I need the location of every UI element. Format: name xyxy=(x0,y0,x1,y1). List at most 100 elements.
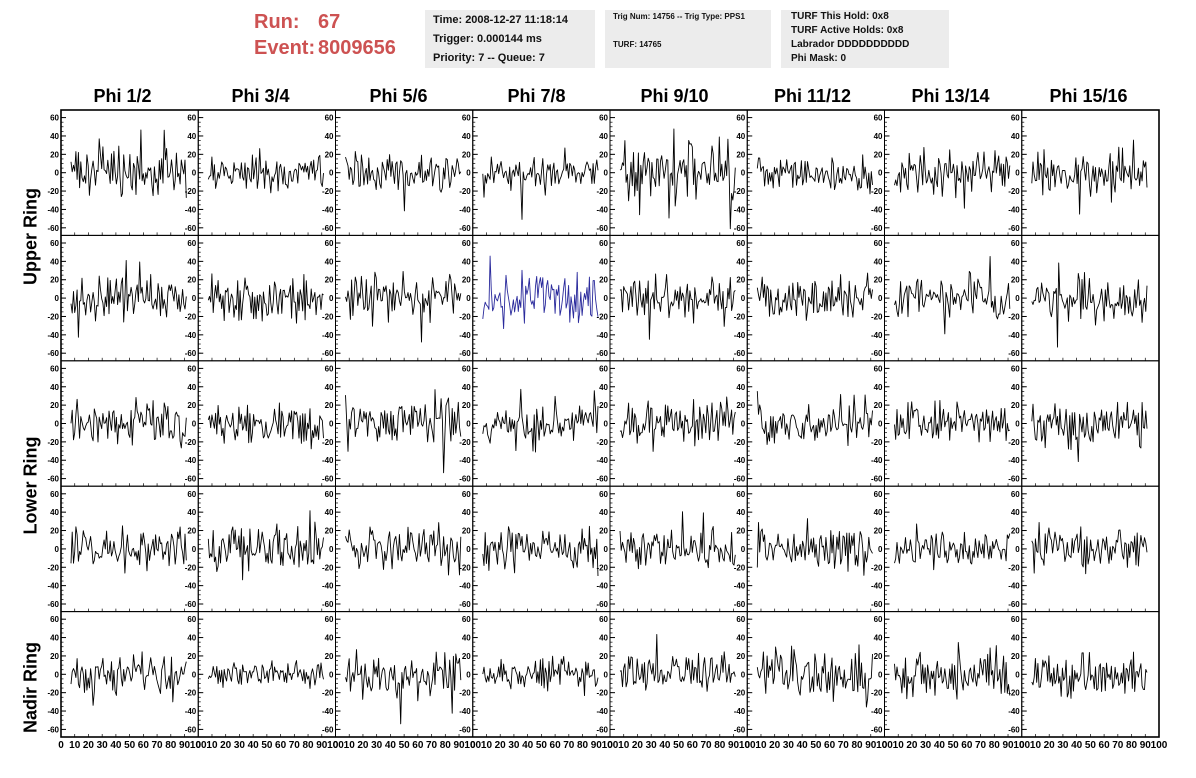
y-tick-label: 0 xyxy=(878,545,883,554)
waveform xyxy=(894,256,1011,335)
y-tick-label: -40 xyxy=(1008,707,1020,716)
y-tick-label: 0 xyxy=(329,670,334,679)
y-tick-label: 40 xyxy=(1011,508,1020,517)
waveform xyxy=(619,273,736,340)
x-tick-label: 0 xyxy=(1019,740,1025,751)
x-tick-label: 50 xyxy=(399,740,411,751)
y-tick-label: 0 xyxy=(1015,294,1020,303)
y-tick-label: 40 xyxy=(599,257,608,266)
y-tick-label: 20 xyxy=(325,150,334,159)
y-tick-label: -20 xyxy=(734,187,746,196)
y-tick-label: 0 xyxy=(741,420,746,429)
waveform xyxy=(619,511,736,570)
x-tick-label: 50 xyxy=(261,740,273,751)
y-tick-label: 20 xyxy=(50,401,59,410)
y-tick-label: 40 xyxy=(874,132,883,141)
y-tick-label: 0 xyxy=(329,294,334,303)
waveform xyxy=(207,148,324,194)
y-tick-label: 40 xyxy=(1011,634,1020,643)
y-tick-label: 60 xyxy=(736,490,745,499)
y-tick-label: -40 xyxy=(459,205,471,214)
y-tick-label: -40 xyxy=(734,456,746,465)
y-tick-label: -20 xyxy=(185,563,197,572)
y-tick-label: -20 xyxy=(47,187,59,196)
x-tick-label: 0 xyxy=(607,740,613,751)
y-tick-label: -20 xyxy=(734,563,746,572)
y-tick-label: 20 xyxy=(736,652,745,661)
waveform xyxy=(894,146,1011,209)
waveform xyxy=(756,272,873,321)
y-tick-label: -20 xyxy=(322,187,334,196)
x-tick-label: 70 xyxy=(289,740,301,751)
y-tick-label: 40 xyxy=(187,508,196,517)
x-tick-label: 90 xyxy=(728,740,740,751)
y-tick-label: -40 xyxy=(185,205,197,214)
panel-frame xyxy=(609,611,748,738)
y-tick-label: -20 xyxy=(185,689,197,698)
waveform-highlighted xyxy=(482,255,599,330)
y-tick-label: 20 xyxy=(325,527,334,536)
column-title-phi-3-4: Phi 3/4 xyxy=(231,86,290,106)
x-tick-label: 80 xyxy=(1126,740,1138,751)
x-tick-label: 80 xyxy=(165,740,177,751)
y-tick-label: 20 xyxy=(1011,276,1020,285)
y-tick-label: -20 xyxy=(1008,438,1020,447)
y-tick-label: -40 xyxy=(871,582,883,591)
event-label: Event: xyxy=(254,37,316,59)
y-tick-label: -40 xyxy=(185,707,197,716)
y-tick-label: -60 xyxy=(322,600,334,609)
y-tick-label: 60 xyxy=(874,490,883,499)
x-tick-label: 40 xyxy=(797,740,809,751)
x-tick-label: 90 xyxy=(179,740,191,751)
x-tick-label: 0 xyxy=(333,740,339,751)
y-tick-label: 0 xyxy=(192,294,197,303)
y-tick-label: -60 xyxy=(734,224,746,233)
waveform xyxy=(756,644,873,708)
y-tick-label: -40 xyxy=(596,331,608,340)
y-tick-label: 20 xyxy=(736,401,745,410)
y-tick-label: 0 xyxy=(55,670,60,679)
y-tick-label: 40 xyxy=(1011,383,1020,392)
y-tick-label: -20 xyxy=(1008,689,1020,698)
y-tick-label: -20 xyxy=(734,689,746,698)
y-tick-label: 60 xyxy=(1011,114,1020,123)
y-tick-label: -60 xyxy=(734,600,746,609)
x-tick-label: 40 xyxy=(659,740,671,751)
waveform xyxy=(894,523,1011,571)
x-tick-label: 60 xyxy=(550,740,562,751)
x-tick-label: 100 xyxy=(1151,740,1168,751)
x-tick-label: 70 xyxy=(701,740,713,751)
y-tick-label: -40 xyxy=(47,456,59,465)
y-tick-label: -40 xyxy=(459,331,471,340)
y-tick-label: 0 xyxy=(604,545,609,554)
x-tick-label: 60 xyxy=(687,740,699,751)
x-tick-label: 30 xyxy=(783,740,795,751)
y-tick-label: -60 xyxy=(1008,475,1020,484)
x-tick-label: 70 xyxy=(563,740,575,751)
x-tick-label: 60 xyxy=(1099,740,1111,751)
y-tick-label: -40 xyxy=(1008,331,1020,340)
y-tick-label: 20 xyxy=(874,401,883,410)
y-tick-label: -20 xyxy=(322,563,334,572)
x-tick-label: 80 xyxy=(302,740,314,751)
labrador-line: Labrador DDDDDDDDDD xyxy=(791,39,910,50)
y-tick-label: 0 xyxy=(329,545,334,554)
y-tick-label: -20 xyxy=(871,563,883,572)
column-title-phi-11-12: Phi 11/12 xyxy=(773,86,852,106)
turf-active-holds-line: TURF Active Holds: 0x8 xyxy=(791,25,904,36)
y-tick-label: -40 xyxy=(871,456,883,465)
y-tick-label: 60 xyxy=(599,239,608,248)
turf-line: TURF: 14765 xyxy=(613,40,662,49)
y-tick-label: 20 xyxy=(50,276,59,285)
y-tick-label: -60 xyxy=(459,349,471,358)
y-tick-label: 60 xyxy=(462,114,471,123)
y-tick-label: -40 xyxy=(322,456,334,465)
column-title-phi-5-6: Phi 5/6 xyxy=(369,86,428,106)
y-tick-label: -20 xyxy=(1008,312,1020,321)
waveform xyxy=(345,389,462,474)
panel-frame xyxy=(335,360,474,487)
column-title-phi-9-10: Phi 9/10 xyxy=(640,86,709,106)
x-tick-label: 80 xyxy=(577,740,589,751)
x-tick-label: 40 xyxy=(522,740,534,751)
y-tick-label: 0 xyxy=(741,294,746,303)
